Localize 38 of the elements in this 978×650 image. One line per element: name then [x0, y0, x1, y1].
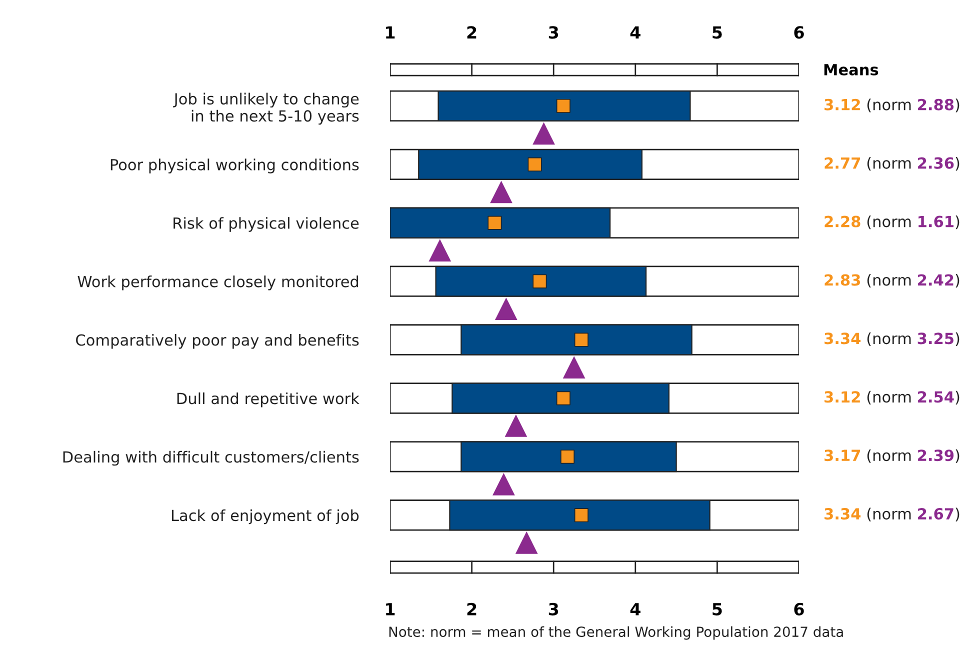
y-tick-label: Risk of physical violence	[174, 217, 359, 232]
x-tick-label: 3	[548, 26, 558, 39]
data-label: (norm 2.39)	[867, 449, 960, 463]
data-label: 3.34	[824, 332, 861, 344]
data-label: (norm 2.54)	[867, 390, 960, 404]
data-label: (norm 3.25)	[867, 332, 960, 346]
y-tick-label: Poor physical working conditions	[110, 158, 359, 174]
data-label: 3.12	[824, 98, 860, 110]
data-label: (norm 2.36)	[867, 157, 960, 171]
y-tick-label: Work performance closely monitored	[78, 276, 358, 290]
x-tick-label: 6	[794, 26, 804, 39]
data-label: 3.12	[824, 391, 860, 403]
data-label: (norm 2.42)	[867, 274, 960, 288]
x2-tick-label: 2	[467, 602, 476, 616]
x-tick-label: 2	[467, 26, 476, 38]
y-tick-label: Comparatively poor pay and benefits	[76, 334, 359, 349]
x2-tick-label: 4	[630, 603, 640, 616]
text: Means	[824, 64, 878, 76]
x2-tick-label: 5	[712, 603, 722, 616]
data-label: (norm 2.67)	[867, 508, 960, 522]
data-label: 3.34	[824, 508, 861, 520]
x-tick-label: 4	[630, 26, 640, 38]
x2-tick-label: 3	[548, 602, 558, 616]
x2-tick-label: 6	[794, 602, 804, 616]
text: Note: norm = mean of the General Working Population 2017 data	[389, 626, 843, 640]
data-label: (norm 2.88)	[867, 98, 960, 112]
x-tick-label: 1	[386, 26, 395, 38]
x-tick-label: 5	[712, 26, 722, 39]
y-tick-label: Dull and repetitive work	[177, 392, 360, 408]
data-label: 2.28	[824, 216, 860, 228]
data-label: (norm 1.61)	[867, 215, 960, 230]
x2-tick-label: 1	[386, 603, 395, 616]
y-tick-label: Dealing with difficult customers/clients	[63, 450, 359, 466]
data-label: 2.83	[824, 274, 860, 286]
y-tick-label: Job is unlikely to change in the next 5-10 years	[173, 92, 359, 125]
data-label: 2.77	[824, 157, 860, 169]
data-label: 3.17	[824, 450, 860, 462]
y-tick-label: Lack of enjoyment of job	[172, 509, 359, 524]
